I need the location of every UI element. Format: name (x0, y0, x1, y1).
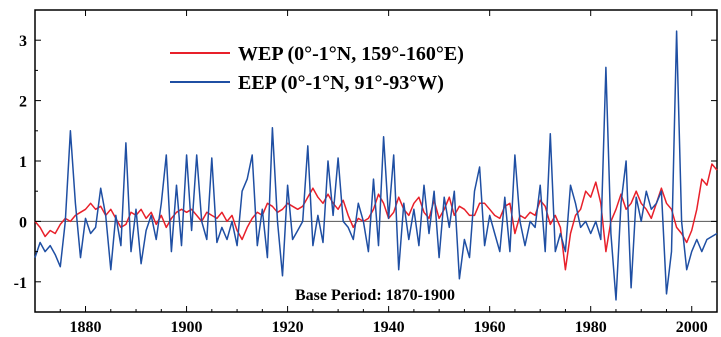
y-tick-label: 3 (19, 33, 27, 50)
y-tick-label: 1 (19, 154, 27, 171)
x-tick-label: 1960 (474, 319, 506, 336)
x-tick-label: 2000 (676, 319, 708, 336)
y-tick-label: 0 (19, 214, 27, 231)
y-axis: -1 0 1 2 3 (14, 9, 717, 313)
y-tick-label: 2 (19, 94, 27, 111)
base-period-annotation: Base Period: 1870-1900 (295, 287, 455, 304)
legend-label-eep: EEP (0°-1°N, 91°-93°W) (238, 72, 444, 94)
series-layer (34, 30, 718, 301)
x-tick-label: 1880 (70, 319, 102, 336)
x-axis: 1880 1900 1920 1940 1960 1980 2000 (34, 10, 718, 336)
x-tick-label: 1940 (373, 319, 405, 336)
series-line-wep (34, 163, 718, 271)
x-tick-label: 1900 (171, 319, 203, 336)
legend-label-wep: WEP (0°-1°N, 159°-160°E) (238, 43, 464, 65)
x-tick-label: 1920 (272, 319, 304, 336)
legend: WEP (0°-1°N, 159°-160°E) EEP (0°-1°N, 91… (170, 43, 464, 94)
x-tick-label: 1980 (575, 319, 607, 336)
y-tick-label: -1 (14, 275, 27, 292)
series-line-eep (34, 30, 718, 301)
